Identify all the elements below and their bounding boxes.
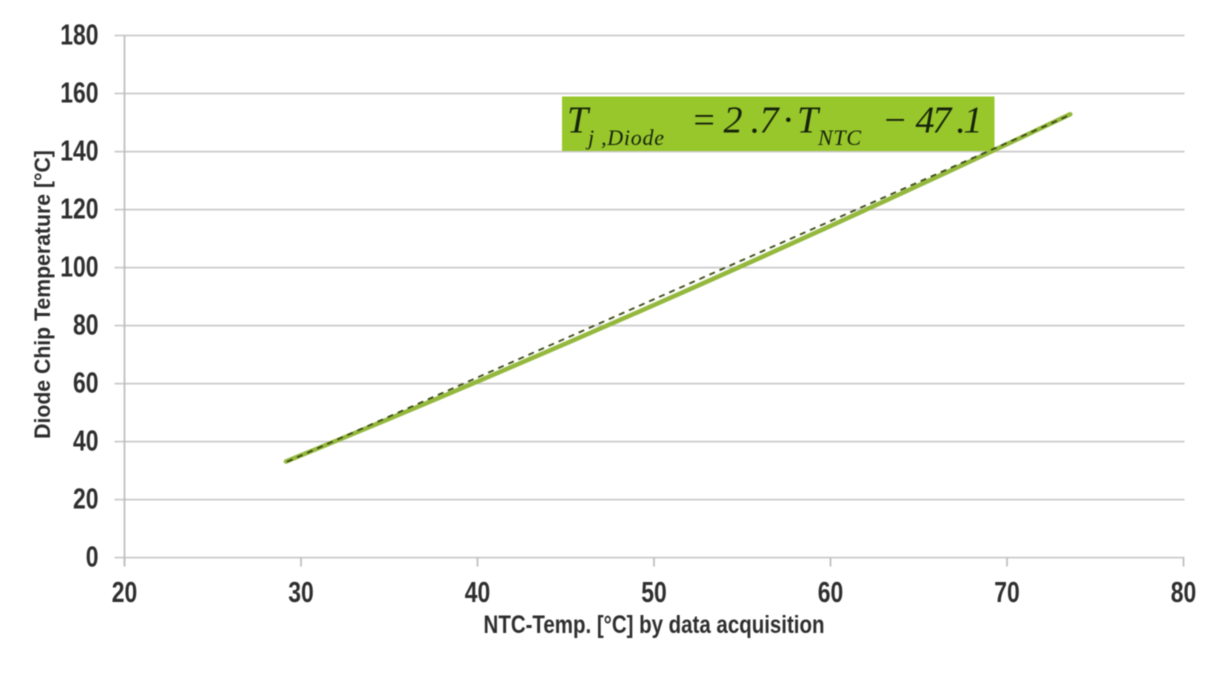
svg-text:47 .1: 47 .1 [916, 100, 983, 142]
svg-text:20: 20 [112, 575, 137, 608]
svg-text:40: 40 [465, 575, 490, 608]
svg-text:Diode Chip Temperature [°C]: Diode Chip Temperature [°C] [29, 150, 55, 439]
svg-text:NTC: NTC [817, 125, 861, 150]
svg-text:70: 70 [994, 575, 1019, 608]
svg-text:30: 30 [288, 575, 313, 608]
svg-text:60: 60 [818, 575, 843, 608]
svg-text:80: 80 [1171, 575, 1196, 608]
svg-text:2 .7: 2 .7 [724, 100, 781, 142]
svg-text:80: 80 [73, 308, 98, 341]
svg-text:180: 180 [60, 18, 98, 51]
svg-text:50: 50 [641, 575, 666, 608]
svg-text:−: − [882, 100, 908, 142]
svg-text:120: 120 [60, 192, 98, 225]
svg-text:160: 160 [60, 76, 98, 109]
svg-text:20: 20 [73, 482, 98, 515]
svg-text:·: · [783, 100, 793, 142]
svg-text:=: = [691, 100, 717, 142]
svg-text:40: 40 [73, 424, 98, 457]
svg-text:100: 100 [60, 250, 98, 283]
svg-text:60: 60 [73, 366, 98, 399]
svg-text:0: 0 [86, 540, 99, 573]
svg-text:NTC-Temp. [°C] by data acquisi: NTC-Temp. [°C] by data acquisition [484, 610, 825, 638]
svg-text:T: T [797, 100, 821, 142]
svg-text:T: T [567, 100, 591, 142]
svg-text:j ,Diode: j ,Diode [585, 125, 664, 150]
svg-text:140: 140 [60, 134, 98, 167]
